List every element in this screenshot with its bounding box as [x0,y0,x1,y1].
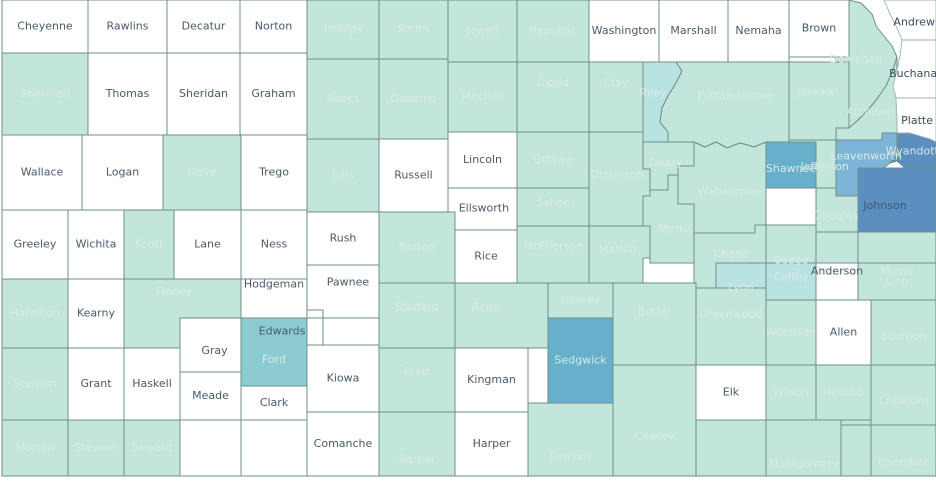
county-russell[interactable] [378,138,449,213]
county-republic[interactable] [516,0,590,63]
county-buchanan[interactable] [892,39,936,99]
county-sherman[interactable] [1,52,89,136]
county-trego[interactable] [240,134,308,211]
county-wallace[interactable] [1,134,83,211]
county-wichita[interactable] [67,209,125,280]
county-osborne[interactable] [378,58,449,140]
county-cowley[interactable] [612,364,697,477]
county-harvey[interactable] [547,282,614,319]
county-ford[interactable] [240,317,308,387]
county-barton[interactable] [378,211,456,284]
county-elk[interactable] [695,364,767,421]
county-smith[interactable] [378,0,449,60]
county-mcpherson[interactable] [516,225,590,284]
county-ness[interactable] [240,209,308,280]
county-seward[interactable] [123,419,181,477]
county-rush[interactable] [306,211,380,266]
county-stanton[interactable] [1,347,69,421]
county-lane[interactable] [173,209,242,280]
county-gray[interactable] [179,317,242,373]
county-phillips[interactable] [306,0,380,60]
county-rooks[interactable] [306,58,380,140]
county-pratt[interactable] [378,347,456,413]
county-bourbon[interactable] [870,299,936,366]
county-sedgwick[interactable] [547,317,614,404]
county-decatur[interactable] [166,0,241,54]
county-harper[interactable] [454,411,529,477]
county-dickinson[interactable] [588,131,651,227]
county-sheridan[interactable] [166,52,241,136]
county-johnson[interactable] [857,167,936,233]
county-lincoln[interactable] [447,131,518,189]
county-rice[interactable] [454,229,518,284]
county-ellis[interactable] [306,138,380,213]
county-norton[interactable] [239,0,308,54]
county-clark[interactable] [240,385,308,421]
county-haskell[interactable] [123,347,181,421]
county-sumner[interactable] [527,402,614,477]
county-scott[interactable] [123,209,175,280]
county-stevens[interactable] [67,419,125,477]
county-clay[interactable] [588,61,644,133]
county-montgomery[interactable] [765,419,842,477]
county-butler[interactable] [612,282,697,366]
county-pawnee[interactable] [306,264,380,319]
county-cheyenne[interactable] [1,0,89,54]
county-barber[interactable] [378,411,456,477]
county-wilson[interactable] [765,364,817,421]
county-comanche[interactable] [306,411,380,477]
county-anderson[interactable] [815,262,859,301]
county-logan[interactable] [81,134,164,211]
county-kiowa[interactable] [306,344,380,413]
county-gove[interactable] [162,134,242,211]
county-cherokee[interactable] [870,424,936,477]
county-woodson[interactable] [765,299,817,366]
county-thomas[interactable] [87,52,168,136]
county-allen[interactable] [815,299,872,366]
county-reno[interactable] [454,282,549,349]
county-stafford[interactable] [378,282,456,349]
county-jewell[interactable] [447,0,518,63]
county-shapes-layer [1,0,936,477]
county-meade[interactable] [179,371,242,421]
county-marshall[interactable] [658,0,729,63]
county-kearny[interactable] [67,278,125,349]
county-greenwood[interactable] [695,287,767,366]
county-rawlins[interactable] [87,0,168,54]
county-marion[interactable] [588,225,651,292]
county-ottawa[interactable] [516,131,590,189]
county-cloud[interactable] [516,61,590,133]
chautauqua-filler [695,419,767,477]
county-ellsworth[interactable] [447,187,518,231]
meade-clark-filler [240,419,308,477]
county-neosho[interactable] [815,364,872,421]
county-platte[interactable] [895,97,936,143]
montgomery-east [840,424,872,477]
county-grant[interactable] [67,347,125,421]
county-mitchell[interactable] [447,61,518,133]
county-linn[interactable] [857,262,936,301]
county-washington[interactable] [588,0,660,63]
county-hamilton[interactable] [1,278,69,349]
county-saline[interactable] [516,187,590,227]
county-morris[interactable] [642,174,695,264]
county-brown[interactable] [788,0,850,58]
county-greeley[interactable] [1,209,69,280]
county-kingman[interactable] [454,347,529,413]
county-morton[interactable] [1,419,69,477]
county-coffey[interactable] [765,262,817,301]
county-shawnee[interactable] [765,141,817,189]
county-nemaha[interactable] [727,0,790,63]
county-graham[interactable] [239,52,308,136]
county-hodgeman[interactable] [240,278,308,319]
county-crawford[interactable] [870,364,936,426]
seward-comanche-filler [179,419,242,477]
